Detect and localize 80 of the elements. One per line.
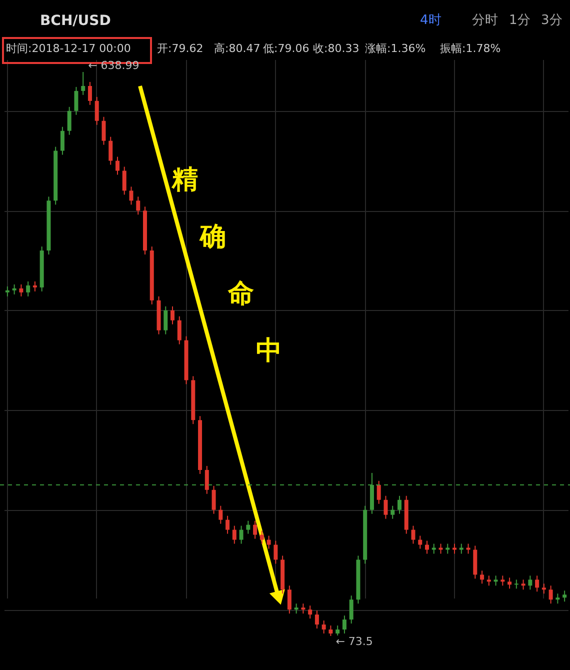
candlestick (528, 575, 532, 590)
candlestick (500, 575, 505, 586)
candlestick (328, 625, 333, 636)
candlestick (480, 570, 484, 584)
candlestick (556, 593, 560, 604)
candlestick (102, 116, 106, 146)
text: 振幅:1.78% (440, 42, 501, 55)
text: 1分 (509, 13, 530, 28)
annotation: 精确命中 (171, 165, 282, 366)
candlestick (239, 525, 244, 544)
candlestick (253, 520, 258, 540)
text: 涨幅:1.36% (365, 42, 426, 55)
candlestick (308, 605, 312, 620)
text: 3分 (541, 13, 562, 28)
candlestick (204, 465, 209, 494)
candlestick (438, 543, 443, 554)
candlestick (32, 280, 37, 292)
candlestick (218, 505, 223, 524)
candlestick (466, 543, 470, 554)
candlestick (170, 306, 175, 325)
candlestick (336, 625, 340, 636)
candlestick (294, 603, 298, 614)
candlestick (122, 166, 126, 196)
candlestick (226, 515, 230, 534)
candlestick (246, 520, 250, 534)
candlestick (274, 540, 278, 564)
candlestick (287, 585, 292, 614)
chart-title: BCH/USD (40, 13, 111, 29)
candlestick (301, 603, 306, 614)
candlestick (418, 535, 422, 550)
candlestick (446, 543, 450, 554)
text: 时间:2018-12-17 00:00 (6, 42, 131, 55)
candlestick (562, 590, 567, 602)
candlestick (136, 196, 140, 216)
candlestick (459, 543, 464, 554)
candlestick (164, 306, 168, 335)
candlestick (177, 316, 182, 345)
text: 4时 (420, 13, 442, 28)
candlestick (432, 543, 436, 554)
text: 分时 (472, 13, 498, 28)
text: 高:80.47 (214, 42, 260, 55)
candlestick (81, 72, 86, 96)
candlestick (108, 136, 113, 166)
candlestick (384, 495, 388, 520)
candlestick (266, 535, 271, 550)
candlestick (12, 284, 16, 295)
candlestick (232, 525, 236, 544)
candlestick (74, 86, 78, 116)
candlestick (494, 575, 498, 586)
candlestick (376, 480, 381, 504)
candlestick (521, 579, 526, 590)
candlestick (129, 186, 134, 206)
candlestick (535, 575, 540, 592)
candlestick (26, 280, 30, 297)
candlestick (486, 575, 491, 586)
candlestick (88, 81, 92, 106)
candlestick (411, 525, 416, 544)
candlestick (322, 620, 326, 634)
candlestick (5, 286, 10, 297)
text: 低:79.06 (263, 42, 310, 55)
candlestick (542, 583, 546, 594)
candlestick (390, 505, 395, 520)
candlestick (260, 530, 264, 544)
text: 开:79.62 (157, 42, 204, 55)
candlestick (67, 106, 72, 136)
candlestick (19, 284, 24, 297)
annotation: ← 73.5 (336, 635, 373, 648)
candlestick (425, 540, 429, 554)
candlestick (115, 156, 120, 176)
candlestick (94, 96, 99, 126)
candlestick (397, 495, 402, 514)
candlestick (349, 595, 354, 624)
candlestick (212, 485, 216, 514)
text: 收:80.33 (313, 42, 360, 55)
candlestick (508, 577, 512, 590)
candlestick (60, 126, 64, 156)
candlestick (342, 615, 346, 634)
candlestick (314, 610, 319, 630)
candlestick (452, 543, 457, 554)
candlestick (548, 585, 553, 604)
